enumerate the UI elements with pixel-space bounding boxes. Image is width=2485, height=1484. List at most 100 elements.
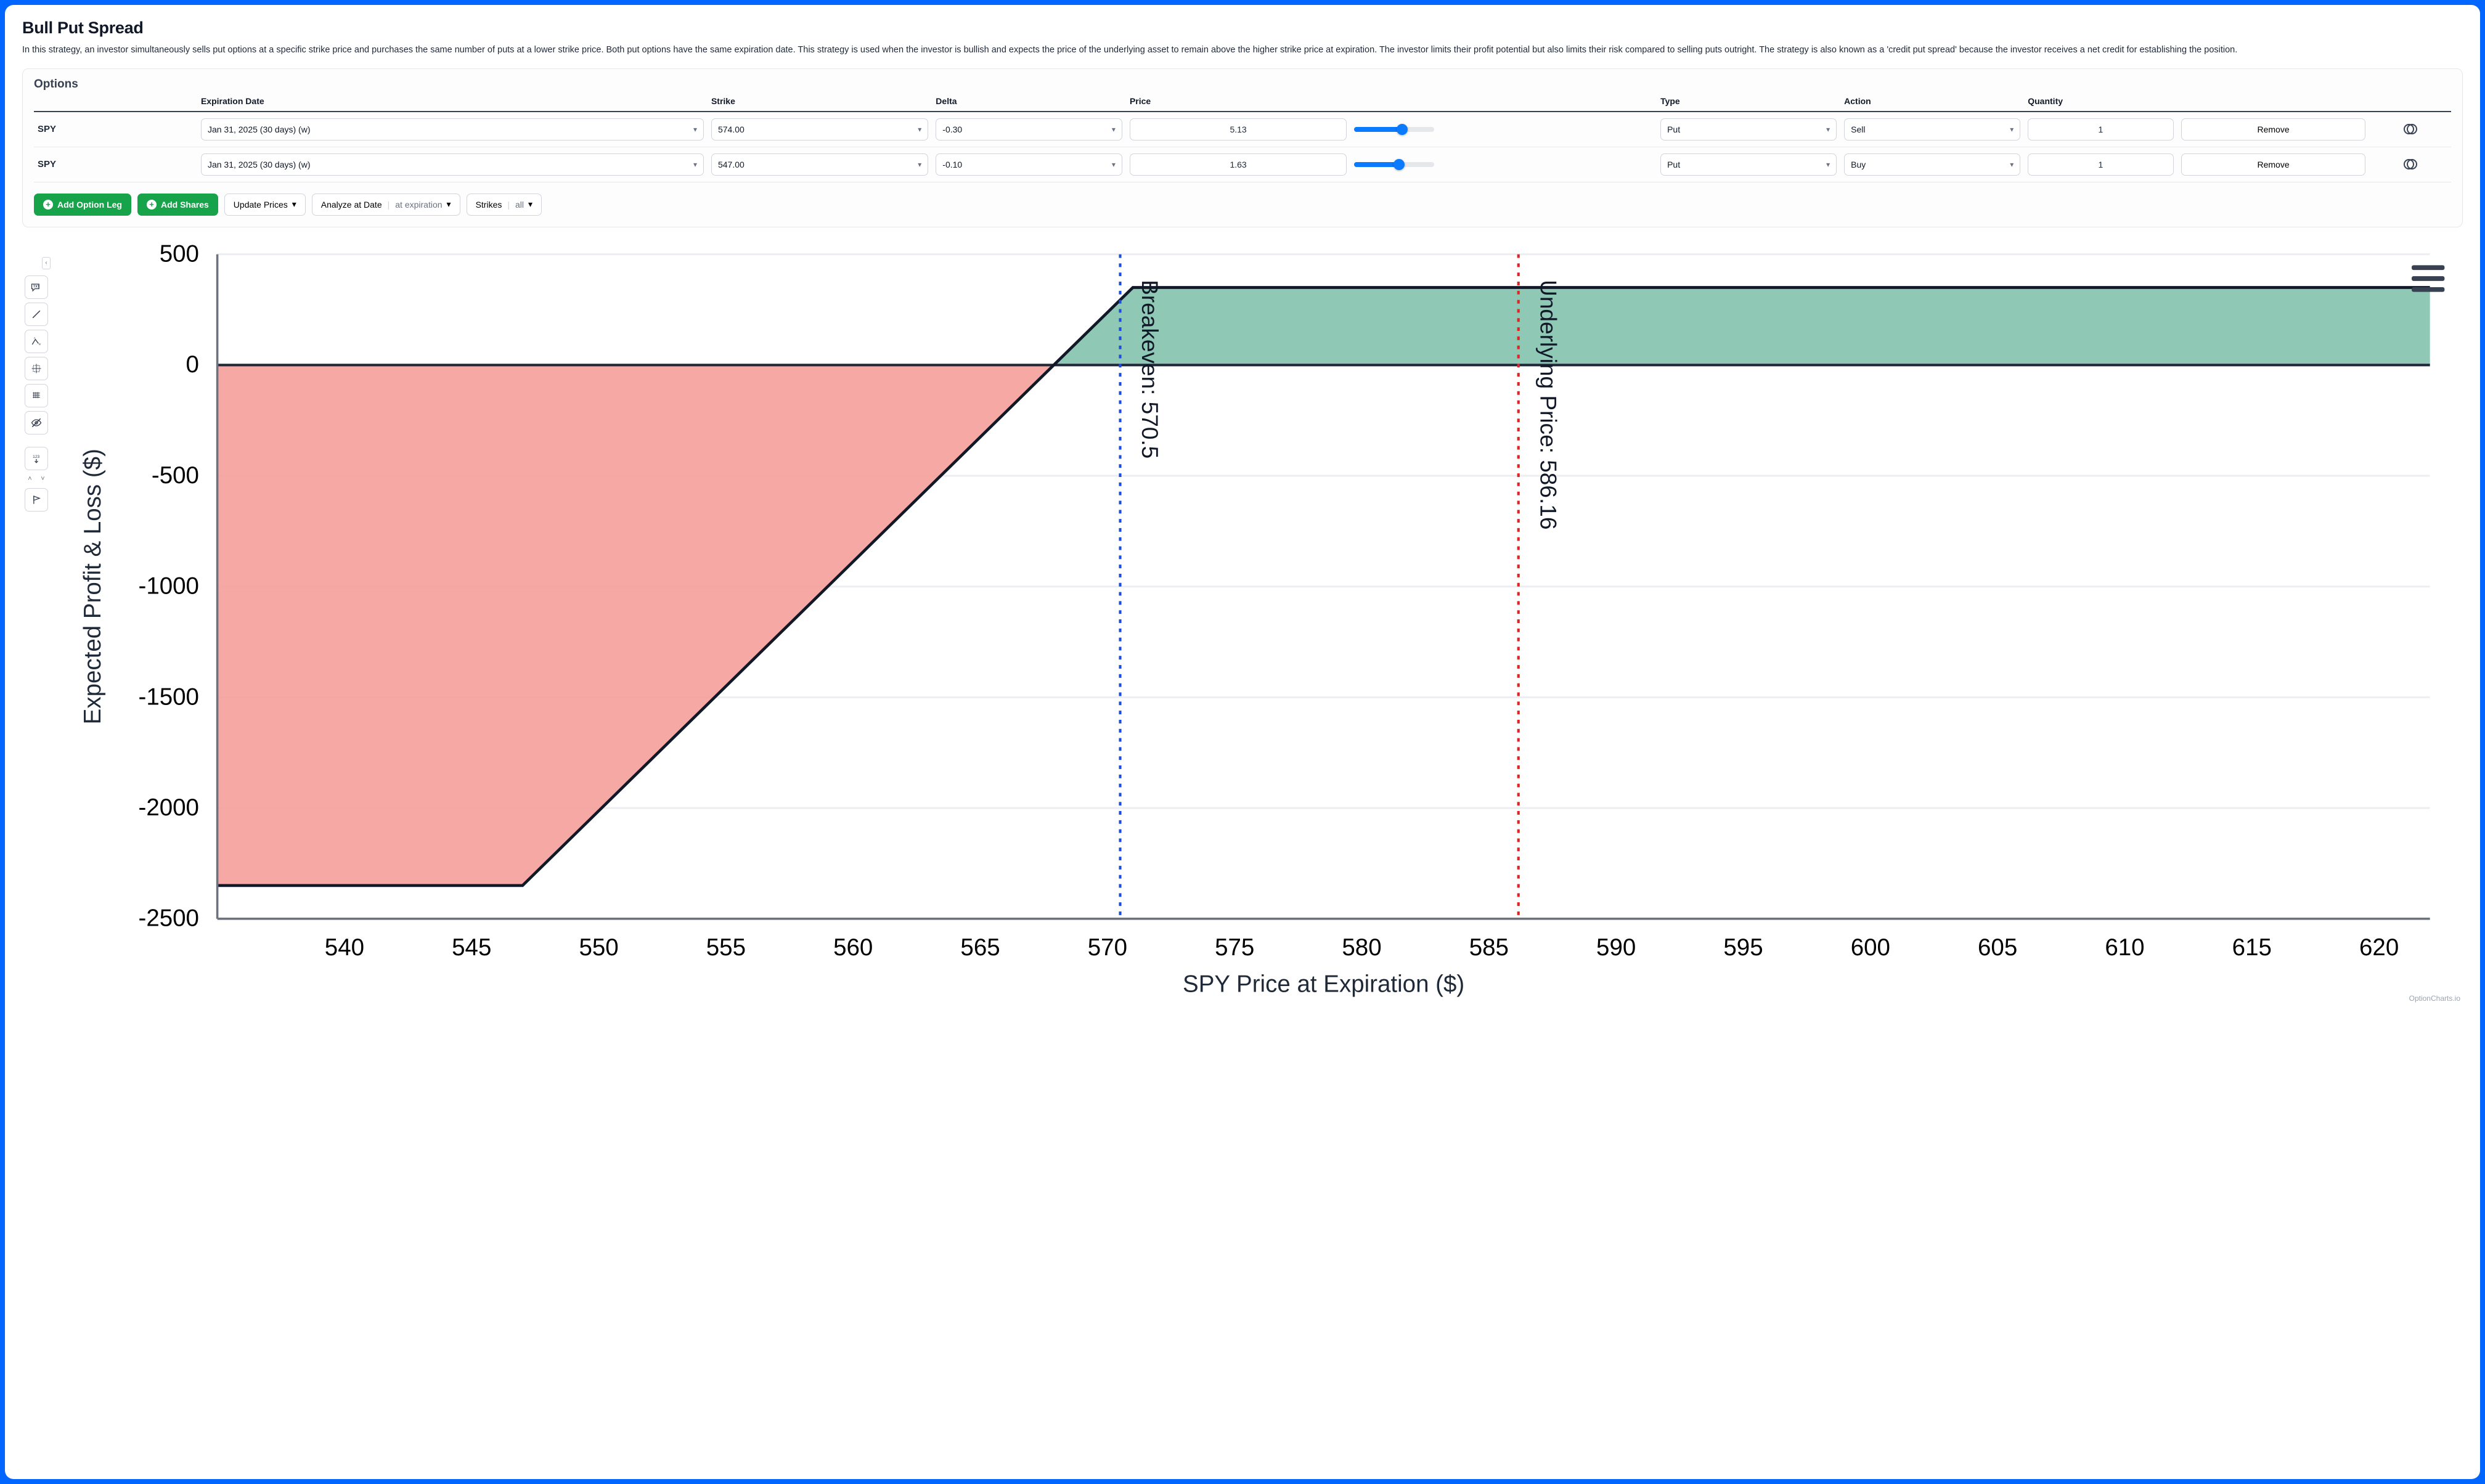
options-panel: Options Expiration Date Strike Delta Pri… — [22, 68, 2463, 227]
chevron-down-icon: ▾ — [2010, 160, 2014, 169]
strikes-button[interactable]: Strikes | all ▾ — [467, 194, 542, 216]
grid-icon — [30, 389, 43, 402]
chevron-down-icon: ▾ — [693, 125, 697, 134]
type-select[interactable]: Put ▾ — [1660, 153, 1837, 176]
svg-text:-2500: -2500 — [139, 905, 199, 931]
svg-text:550: 550 — [579, 934, 618, 961]
analyze-at-date-button[interactable]: Analyze at Date | at expiration ▾ — [312, 194, 460, 216]
pl-chart[interactable]: -2500-2000-1500-1000-5000500540545550555… — [53, 236, 2463, 1003]
svg-text:615: 615 — [2232, 934, 2272, 961]
number-tool[interactable]: 123 — [25, 447, 48, 470]
measure-tool[interactable]: AB — [25, 330, 48, 353]
strike-value: 547.00 — [718, 160, 745, 169]
analyze-value: at expiration — [395, 200, 442, 210]
svg-text:SPY Price at Expiration ($): SPY Price at Expiration ($) — [1183, 971, 1464, 997]
chart-side-tools: ‹ TXT AB 123 ˄ — [22, 236, 51, 1003]
grid-tool[interactable] — [25, 384, 48, 407]
table-row: SPY Jan 31, 2025 (30 days) (w) ▾ 574.00 ▾ -0.… — [34, 112, 2451, 147]
col-remove — [2177, 92, 2370, 112]
svg-text:620: 620 — [2359, 934, 2399, 961]
type-value: Put — [1667, 124, 1680, 134]
svg-text:605: 605 — [1978, 934, 2017, 961]
svg-text:540: 540 — [325, 934, 364, 961]
line-tool[interactable] — [25, 303, 48, 326]
svg-text:600: 600 — [1851, 934, 1890, 961]
strategy-description: In this strategy, an investor simultaneo… — [22, 44, 2463, 57]
tool-up-button[interactable]: ˄ — [25, 474, 35, 484]
svg-text:575: 575 — [1215, 934, 1254, 961]
ticker-cell: SPY — [34, 112, 197, 147]
action-select[interactable]: Buy▾ — [1844, 153, 2020, 176]
svg-text:500: 500 — [160, 240, 199, 267]
chevron-down-icon: ▾ — [1826, 125, 1830, 134]
app-frame: Bull Put Spread In this strategy, an inv… — [5, 5, 2480, 1479]
line-icon — [30, 308, 43, 320]
svg-text:565: 565 — [960, 934, 1000, 961]
price-input[interactable]: 5.13 — [1130, 118, 1347, 141]
svg-text:555: 555 — [706, 934, 746, 961]
slider-thumb[interactable] — [1397, 124, 1408, 135]
col-type: Type — [1657, 92, 1840, 112]
quantity-input[interactable]: 1 — [2028, 153, 2173, 176]
type-value: Put — [1667, 160, 1680, 169]
col-quantity: Quantity — [2024, 92, 2177, 112]
remove-button[interactable]: Remove — [2181, 153, 2366, 176]
link-icon[interactable] — [2404, 124, 2417, 132]
pl-chart-container: -2500-2000-1500-1000-5000500540545550555… — [53, 236, 2463, 1003]
price-input[interactable]: 1.63 — [1130, 153, 1347, 176]
add-shares-button[interactable]: + Add Shares — [137, 194, 218, 216]
analyze-label: Analyze at Date — [321, 200, 382, 210]
crosshair-tool[interactable] — [25, 357, 48, 380]
update-prices-button[interactable]: Update Prices ▾ — [224, 194, 306, 216]
chevron-down-icon: ▾ — [1826, 160, 1830, 169]
chevron-down-icon: ▾ — [918, 125, 921, 134]
col-link — [2369, 92, 2451, 112]
chevron-down-icon: ▾ — [447, 199, 451, 210]
svg-text:595: 595 — [1723, 934, 1763, 961]
svg-text:123: 123 — [33, 455, 39, 459]
measure-icon: AB — [30, 335, 43, 348]
text-annotation-tool[interactable]: TXT — [25, 275, 48, 299]
tool-down-button[interactable]: ˅ — [38, 474, 48, 484]
chart-menu-icon[interactable] — [2412, 265, 2444, 292]
svg-text:-1500: -1500 — [139, 683, 199, 710]
svg-text:TXT: TXT — [33, 285, 40, 288]
remove-button[interactable]: Remove — [2181, 118, 2366, 141]
hide-tool[interactable] — [25, 411, 48, 434]
options-heading: Options — [34, 78, 2451, 91]
svg-text:580: 580 — [1342, 934, 1381, 961]
separator: | — [507, 200, 510, 210]
expiration-select[interactable]: Jan 31, 2025 (30 days) (w)▾ — [201, 153, 704, 176]
quantity-input[interactable]: 1 — [2028, 118, 2173, 141]
expiration-value: Jan 31, 2025 (30 days) (w) — [208, 124, 311, 134]
expiration-select[interactable]: Jan 31, 2025 (30 days) (w) ▾ — [201, 118, 704, 141]
options-toolbar: + Add Option Leg + Add Shares Update Pri… — [34, 194, 2451, 216]
svg-text:-1000: -1000 — [139, 573, 199, 599]
plus-icon: + — [43, 200, 53, 210]
col-ticker — [34, 92, 197, 112]
strikes-label: Strikes — [476, 200, 502, 210]
link-icon[interactable] — [2404, 159, 2417, 168]
action-value: Sell — [1851, 124, 1865, 134]
svg-text:590: 590 — [1596, 934, 1636, 961]
strike-select[interactable]: 547.00▾ — [711, 153, 928, 176]
delta-select[interactable]: -0.30▾ — [936, 118, 1122, 141]
price-slider[interactable] — [1354, 127, 1434, 132]
svg-text:A: A — [34, 336, 36, 340]
number-icon: 123 — [30, 452, 43, 465]
delta-select[interactable]: -0.10▾ — [936, 153, 1122, 176]
col-expiration: Expiration Date — [197, 92, 708, 112]
slider-thumb[interactable] — [1393, 159, 1405, 170]
type-select[interactable]: Put ▾ — [1660, 118, 1837, 141]
strike-select[interactable]: 574.00 ▾ — [711, 118, 928, 141]
svg-text:Breakeven: 570.5: Breakeven: 570.5 — [1137, 280, 1163, 459]
strike-value: 574.00 — [718, 124, 745, 134]
action-select[interactable]: Sell▾ — [1844, 118, 2020, 141]
flag-tool[interactable] — [25, 488, 48, 512]
svg-text:560: 560 — [833, 934, 873, 961]
add-option-leg-button[interactable]: + Add Option Leg — [34, 194, 131, 216]
chevron-down-icon: ▾ — [292, 199, 296, 210]
delta-value: -0.10 — [942, 160, 962, 169]
collapse-tools-button[interactable]: ‹ — [42, 257, 51, 269]
price-slider[interactable] — [1354, 162, 1434, 167]
